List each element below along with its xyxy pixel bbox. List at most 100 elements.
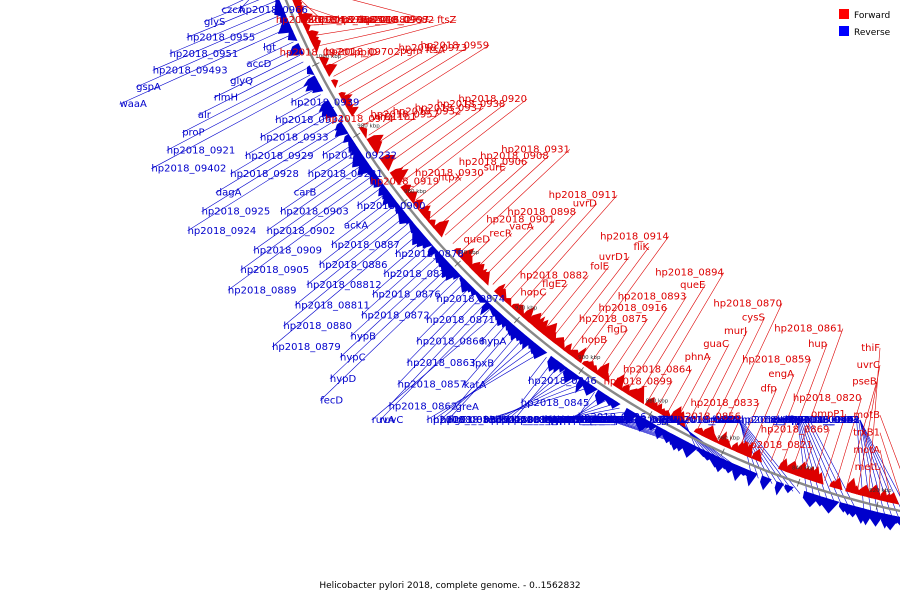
leader-line: [507, 370, 565, 421]
leader-line: [739, 419, 794, 492]
forward-gene-feature: [533, 316, 546, 332]
forward-gene-label: hp2018_0893: [618, 292, 687, 303]
leader-line: [484, 226, 534, 277]
reverse-gene-label: hp2018_0841: [495, 415, 564, 426]
reverse-gene-label: hp2018_0800: [542, 415, 611, 426]
reverse-gene-label: alr: [198, 110, 212, 121]
reverse-gene-label: lgt: [263, 43, 276, 54]
leader-line: [500, 211, 577, 293]
leader-line: [422, 177, 462, 210]
reverse-gene-label: hp2018_0852: [427, 415, 496, 426]
forward-gene-feature: [369, 140, 383, 156]
leader-line: [201, 126, 340, 212]
forward-gene-label: ftsA: [426, 45, 445, 56]
leader-line: [397, 298, 480, 385]
forward-gene-label: metL: [855, 462, 881, 473]
reverse-gene-label: moaE: [710, 415, 738, 426]
forward-gene-feature: [886, 492, 900, 505]
tick-mark: [875, 501, 879, 510]
forward-gene-label: motA: [853, 445, 880, 456]
reverse-gene-label: hp2018_0826: [553, 415, 622, 426]
reverse-gene-label: hp2018_0862: [389, 401, 458, 412]
leader-line: [319, 272, 454, 401]
reverse-gene-label: hp2018_0857: [398, 379, 467, 390]
reverse-gene-feature: [475, 291, 489, 303]
reverse-gene-label: hp2018_0830: [549, 415, 618, 426]
reverse-gene-label: hp2018_0942: [791, 415, 860, 426]
forward-gene-label: hp2018_0914: [600, 231, 669, 242]
leader-line: [809, 419, 858, 512]
forward-gene-label: hup: [808, 339, 827, 350]
tick-label: 980 kbp: [357, 124, 380, 130]
forward-gene-feature: [379, 154, 396, 172]
forward-gene-label: dfp: [760, 384, 776, 395]
reverse-gene-label: fliL: [659, 415, 674, 426]
reverse-gene-label: hp2018_0983: [790, 415, 859, 426]
tick-mark: [578, 367, 584, 375]
reverse-gene-feature: [674, 436, 690, 452]
reverse-gene-feature: [373, 175, 385, 188]
reverse-gene-label: hp2018_0832: [562, 415, 631, 426]
reverse-gene-label: hp2018_0921: [167, 146, 236, 157]
leader-line: [372, 245, 428, 295]
reverse-gene-label: hp2018_0886: [319, 260, 388, 271]
leader-line: [455, 333, 518, 408]
leader-line: [343, 193, 386, 226]
leader-line: [350, 256, 438, 337]
leader-line: [429, 172, 484, 219]
leader-line: [246, 41, 294, 65]
reverse-gene-label: hp2018_0903: [280, 207, 349, 218]
leader-line: [797, 419, 808, 497]
forward-gene-label: hp2018_0833: [691, 398, 760, 409]
leader-line: [440, 343, 530, 421]
leader-line: [824, 413, 846, 481]
tick-mark: [312, 62, 320, 67]
reverse-gene-label: guaB: [656, 415, 682, 426]
reverse-gene-label: hp2018_0879: [272, 342, 341, 353]
leader-line: [879, 432, 900, 496]
leader-line: [300, 0, 323, 21]
label-leader-lines: [119, 0, 900, 522]
forward-gene-feature: [460, 254, 473, 271]
tick-mark: [514, 316, 520, 324]
forward-gene-label: hp2018_0931: [501, 144, 570, 155]
reverse-gene-label: hp2018_0842: [501, 415, 570, 426]
tick-label: 920 kbp: [515, 305, 538, 311]
leader-line: [552, 266, 610, 338]
tick-mark: [400, 199, 408, 205]
leader-line: [527, 357, 547, 382]
leader-line: [804, 419, 843, 508]
reverse-gene-label: greA: [456, 402, 479, 413]
tick-label: 840 kbp: [792, 465, 815, 471]
forward-gene-label: queD: [463, 235, 490, 246]
reverse-gene-label: hp2018_09231: [308, 169, 383, 180]
leader-line: [379, 309, 491, 421]
reverse-gene-label: hp2018_0924: [188, 226, 257, 237]
leader-line: [119, 28, 288, 105]
reverse-gene-feature: [582, 381, 598, 396]
reverse-gene-label: capJ: [780, 415, 801, 426]
forward-gene-label: surE: [484, 163, 506, 174]
leader-line: [307, 145, 352, 175]
leader-line: [548, 415, 633, 421]
forward-gene-label: htpX: [438, 172, 462, 183]
leader-line: [339, 261, 443, 358]
forward-gene-label: hp2018_0898: [507, 207, 576, 218]
leader-line: [203, 0, 260, 23]
reverse-gene-label: hp2018_08811: [295, 300, 370, 311]
reverse-gene-feature: [623, 407, 639, 425]
forward-gene-label: hp2018_0959: [421, 40, 490, 51]
forward-gene-label: uvrD1: [599, 252, 629, 263]
leader-line: [856, 419, 865, 513]
reverse-gene-feature: [334, 124, 349, 137]
reverse-gene-feature: [287, 29, 298, 41]
reverse-gene-label: hp2018_0844: [514, 415, 583, 426]
reverse-gene-label: ackA: [344, 220, 368, 231]
reverse-gene-label: hp2018_0928: [230, 169, 299, 180]
tick-label: 820 kbp: [869, 488, 892, 494]
forward-gene-feature: [552, 337, 565, 352]
leader-line: [293, 151, 356, 193]
reverse-gene-label: proP: [182, 128, 204, 139]
reverse-gene-label: hp2018_0877: [384, 269, 453, 280]
